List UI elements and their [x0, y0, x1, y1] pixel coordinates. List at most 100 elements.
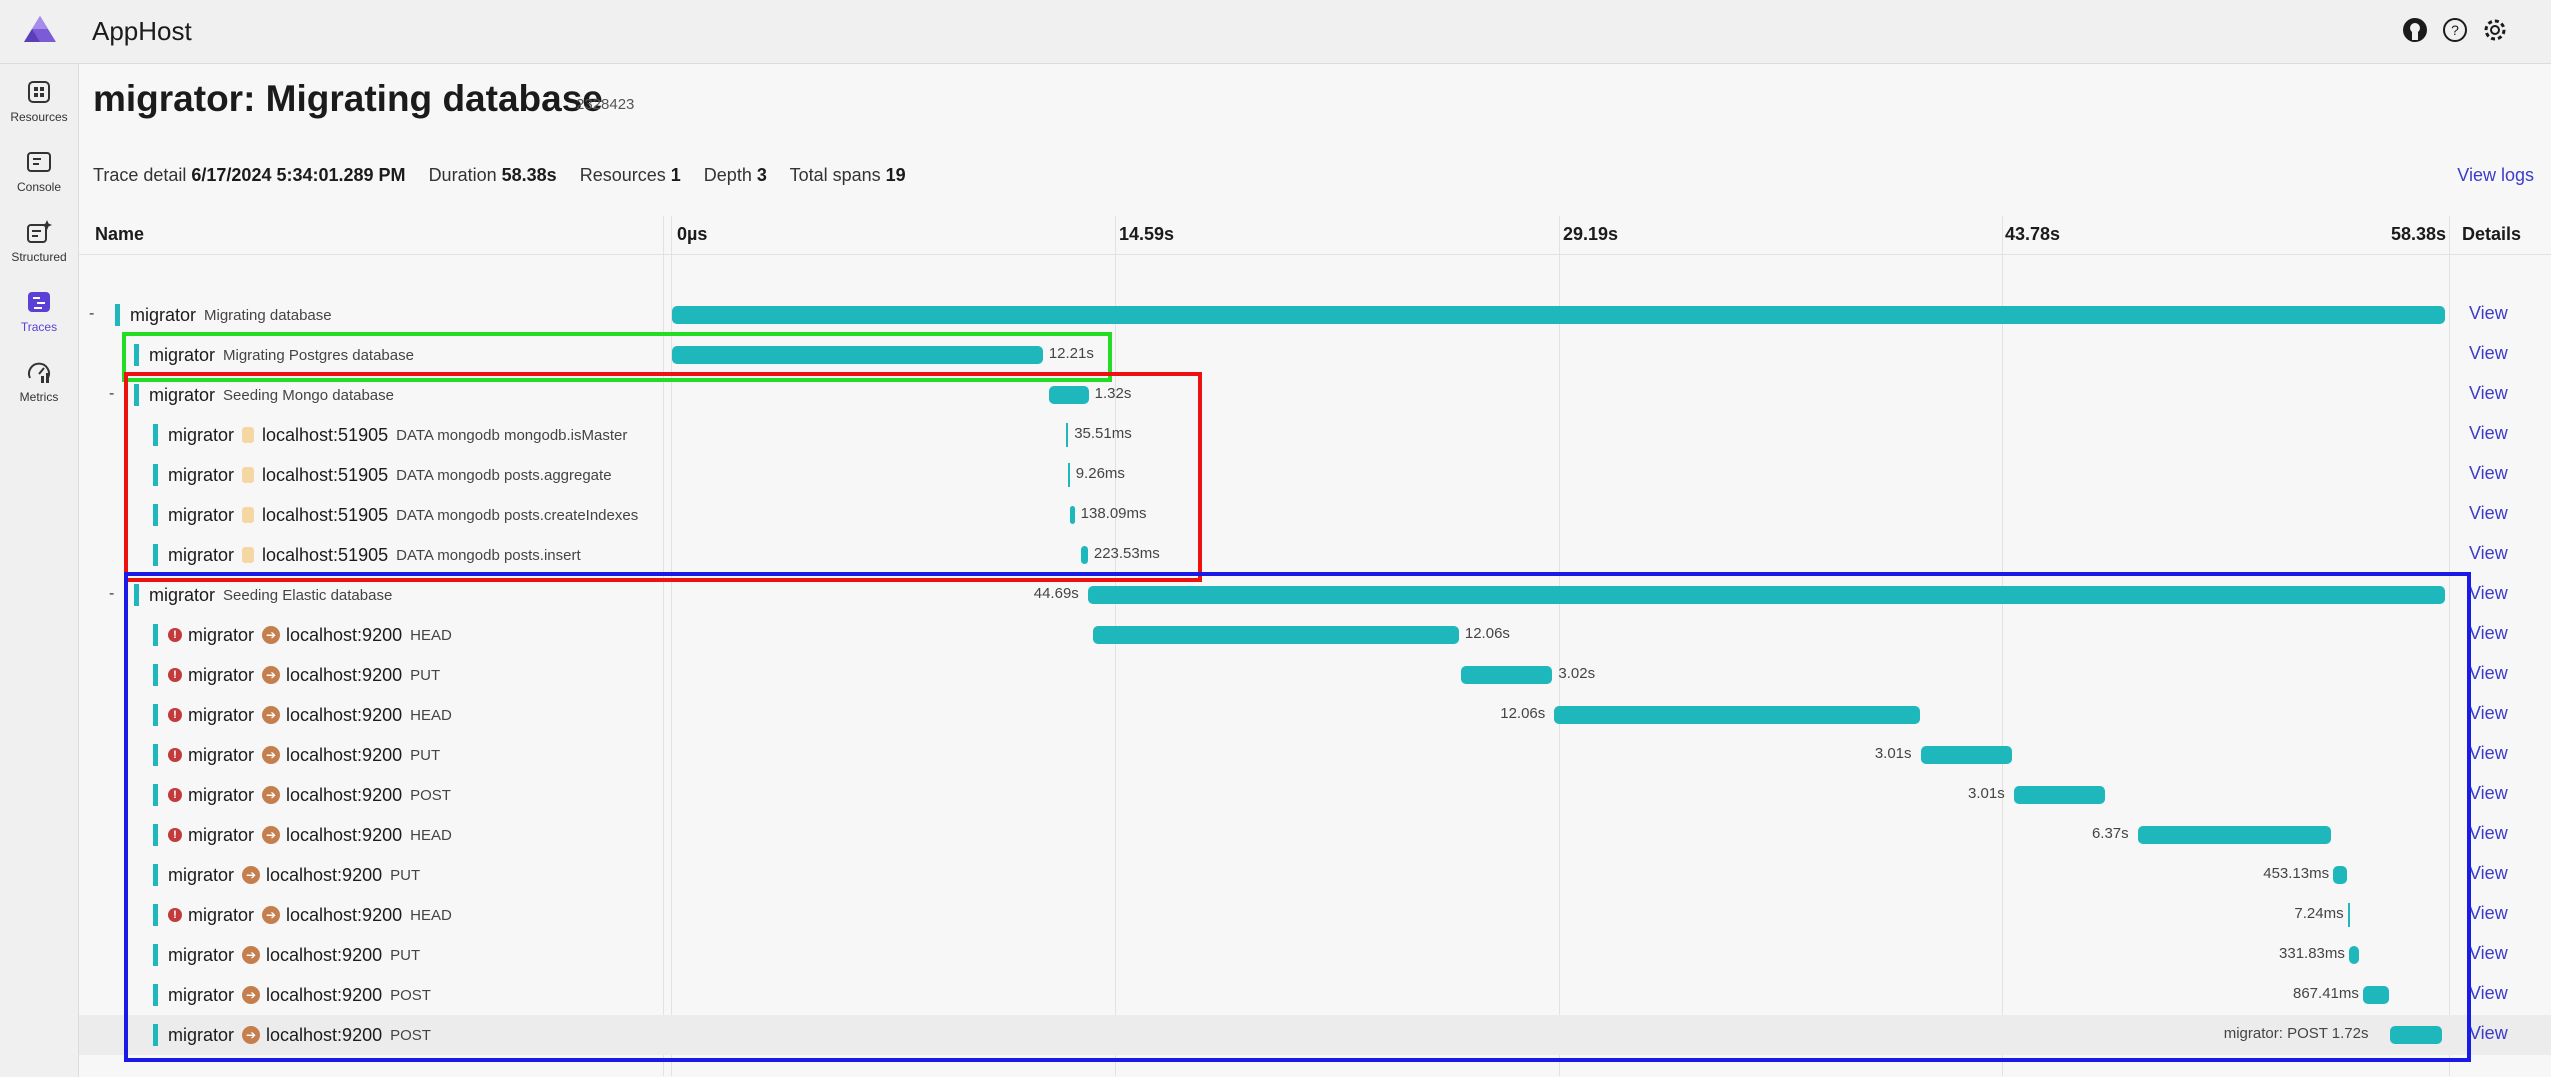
span-duration-label: 9.26ms	[1075, 465, 1125, 482]
span-description: Migrating Postgres database	[223, 346, 414, 364]
span-row[interactable]: migrator ➔ localhost:9200 POST migrator: POS…	[79, 1015, 2551, 1055]
span-target: localhost:9200	[286, 624, 403, 645]
span-description: DATA mongodb posts.insert	[396, 546, 581, 564]
view-details-link[interactable]: View	[2469, 903, 2508, 923]
span-resource: migrator	[188, 704, 255, 725]
view-details-link[interactable]: View	[2469, 463, 2508, 483]
view-logs-link[interactable]: View logs	[2457, 165, 2534, 185]
span-row[interactable]: migrator localhost:51905 DATA mongodb post…	[79, 535, 2551, 575]
span-name: ! migrator ➔ localhost:9200 PUT	[153, 735, 440, 775]
span-duration-bar[interactable]	[2363, 986, 2390, 1004]
span-name: migrator Migrating Postgres database	[134, 335, 414, 375]
span-target: localhost:51905	[262, 464, 389, 485]
span-row[interactable]: - migrator Migrating database View	[79, 295, 2551, 335]
span-row[interactable]: - migrator Seeding Elastic database 44.69s V…	[79, 575, 2551, 615]
sidebar-item-console[interactable]: Console	[0, 140, 78, 204]
span-row[interactable]: ! migrator ➔ localhost:9200 HEAD 6.37s View	[79, 815, 2551, 855]
sidebar-item-traces[interactable]: Traces	[0, 280, 78, 344]
span-row[interactable]: migrator localhost:51905 DATA mongodb post…	[79, 455, 2551, 495]
span-row[interactable]: ! migrator ➔ localhost:9200 HEAD 12.06s View	[79, 695, 2551, 735]
view-details-link[interactable]: View	[2469, 503, 2508, 523]
sidebar-item-structured[interactable]: Structured	[0, 210, 78, 274]
github-icon[interactable]	[2401, 16, 2429, 44]
view-details-link[interactable]: View	[2469, 983, 2508, 1003]
span-duration-bar[interactable]	[2348, 903, 2351, 927]
sidebar-item-resources[interactable]: Resources	[0, 70, 78, 134]
span-duration-bar[interactable]	[2014, 786, 2106, 804]
view-details-link[interactable]: View	[2469, 743, 2508, 763]
span-duration-bar[interactable]	[2389, 1026, 2442, 1044]
view-details-link[interactable]: View	[2469, 663, 2508, 683]
span-name: migrator localhost:51905 DATA mongodb post…	[153, 495, 638, 535]
span-row[interactable]: ! migrator ➔ localhost:9200 HEAD 12.06s View	[79, 615, 2551, 655]
span-target: localhost:9200	[286, 744, 403, 765]
help-icon[interactable]: ?	[2441, 16, 2469, 44]
collapse-toggle[interactable]: -	[89, 305, 95, 322]
span-duration-bar[interactable]	[1554, 706, 1921, 724]
span-description: HEAD	[410, 826, 452, 844]
span-row[interactable]: migrator ➔ localhost:9200 PUT 453.13ms View	[79, 855, 2551, 895]
span-duration-bar[interactable]	[2137, 826, 2332, 844]
span-row[interactable]: ! migrator ➔ localhost:9200 PUT 3.02s View	[79, 655, 2551, 695]
span-duration-bar[interactable]	[2349, 946, 2360, 964]
view-details-link[interactable]: View	[2469, 943, 2508, 963]
view-details-link[interactable]: View	[2469, 623, 2508, 643]
error-icon: !	[168, 628, 182, 642]
timeline-tick-label: 58.38s	[2391, 224, 2447, 244]
column-header-details[interactable]: Details	[2462, 224, 2522, 244]
span-row[interactable]: migrator ➔ localhost:9200 POST 867.41ms View	[79, 975, 2551, 1015]
span-row[interactable]: - migrator Seeding Mongo database 1.32s View	[79, 375, 2551, 415]
span-duration-bar[interactable]	[1081, 546, 1088, 564]
view-details-link[interactable]: View	[2469, 583, 2508, 603]
span-row[interactable]: migrator localhost:51905 DATA mongodb mong…	[79, 415, 2551, 455]
span-row[interactable]: migrator ➔ localhost:9200 PUT 331.83ms View	[79, 935, 2551, 975]
view-details-link[interactable]: View	[2469, 303, 2508, 323]
span-resource: migrator	[168, 464, 235, 485]
view-details-link[interactable]: View	[2469, 703, 2508, 723]
view-details-link[interactable]: View	[2469, 423, 2508, 443]
view-details-link[interactable]: View	[2469, 783, 2508, 803]
span-duration-bar[interactable]	[1092, 626, 1459, 644]
span-duration-bar[interactable]	[1920, 746, 2013, 764]
span-row[interactable]: migrator localhost:51905 DATA mongodb post…	[79, 495, 2551, 535]
view-details-link[interactable]: View	[2469, 343, 2508, 363]
span-name: migrator ➔ localhost:9200 POST	[153, 1015, 431, 1055]
view-details-link[interactable]: View	[2469, 383, 2508, 403]
span-duration-bar[interactable]	[1070, 506, 1075, 524]
view-details-link[interactable]: View	[2469, 823, 2508, 843]
aspire-logo-icon[interactable]	[22, 14, 58, 44]
page-title: migrator: Migrating database	[93, 78, 603, 119]
sidebar-item-metrics[interactable]: Metrics	[0, 350, 78, 414]
span-duration-bar[interactable]	[1067, 463, 1070, 487]
view-details-link[interactable]: View	[2469, 1023, 2508, 1043]
resources-value: 1	[670, 165, 681, 185]
collapse-toggle[interactable]: -	[109, 385, 115, 402]
view-details-link[interactable]: View	[2469, 543, 2508, 563]
span-duration-bar[interactable]	[672, 346, 1043, 364]
span-duration-bar[interactable]	[1066, 423, 1069, 447]
span-row[interactable]: ! migrator ➔ localhost:9200 PUT 3.01s View	[79, 735, 2551, 775]
span-name: ! migrator ➔ localhost:9200 HEAD	[153, 695, 452, 735]
span-duration-bar[interactable]	[1087, 586, 2445, 604]
app-title[interactable]: AppHost	[92, 16, 192, 46]
span-target: localhost:51905	[262, 504, 389, 525]
span-duration-bar[interactable]	[1460, 666, 1553, 684]
span-row[interactable]: migrator Migrating Postgres database 12.21…	[79, 335, 2551, 375]
view-details-link[interactable]: View	[2469, 863, 2508, 883]
name-column-divider	[663, 216, 664, 1076]
span-duration-bar[interactable]	[672, 306, 2445, 324]
span-description: DATA mongodb mongodb.isMaster	[396, 426, 628, 444]
column-header-name[interactable]: Name	[95, 224, 145, 244]
app-header: AppHost ?	[0, 0, 2551, 64]
span-row[interactable]: ! migrator ➔ localhost:9200 POST 3.01s View	[79, 775, 2551, 815]
settings-icon[interactable]	[2481, 16, 2509, 44]
resource-color-indicator	[134, 584, 139, 606]
outgoing-call-icon: ➔	[262, 626, 281, 644]
span-duration-label: 12.21s	[1048, 345, 1094, 362]
collapse-toggle[interactable]: -	[109, 585, 115, 602]
resource-color-indicator	[153, 784, 158, 806]
span-duration-bar[interactable]	[1048, 386, 1089, 404]
span-duration-bar[interactable]	[2333, 866, 2347, 884]
span-row[interactable]: ! migrator ➔ localhost:9200 HEAD 7.24ms View	[79, 895, 2551, 935]
trace-detail-page: migrator: Migrating database 2328423 Tra…	[79, 64, 2551, 1077]
